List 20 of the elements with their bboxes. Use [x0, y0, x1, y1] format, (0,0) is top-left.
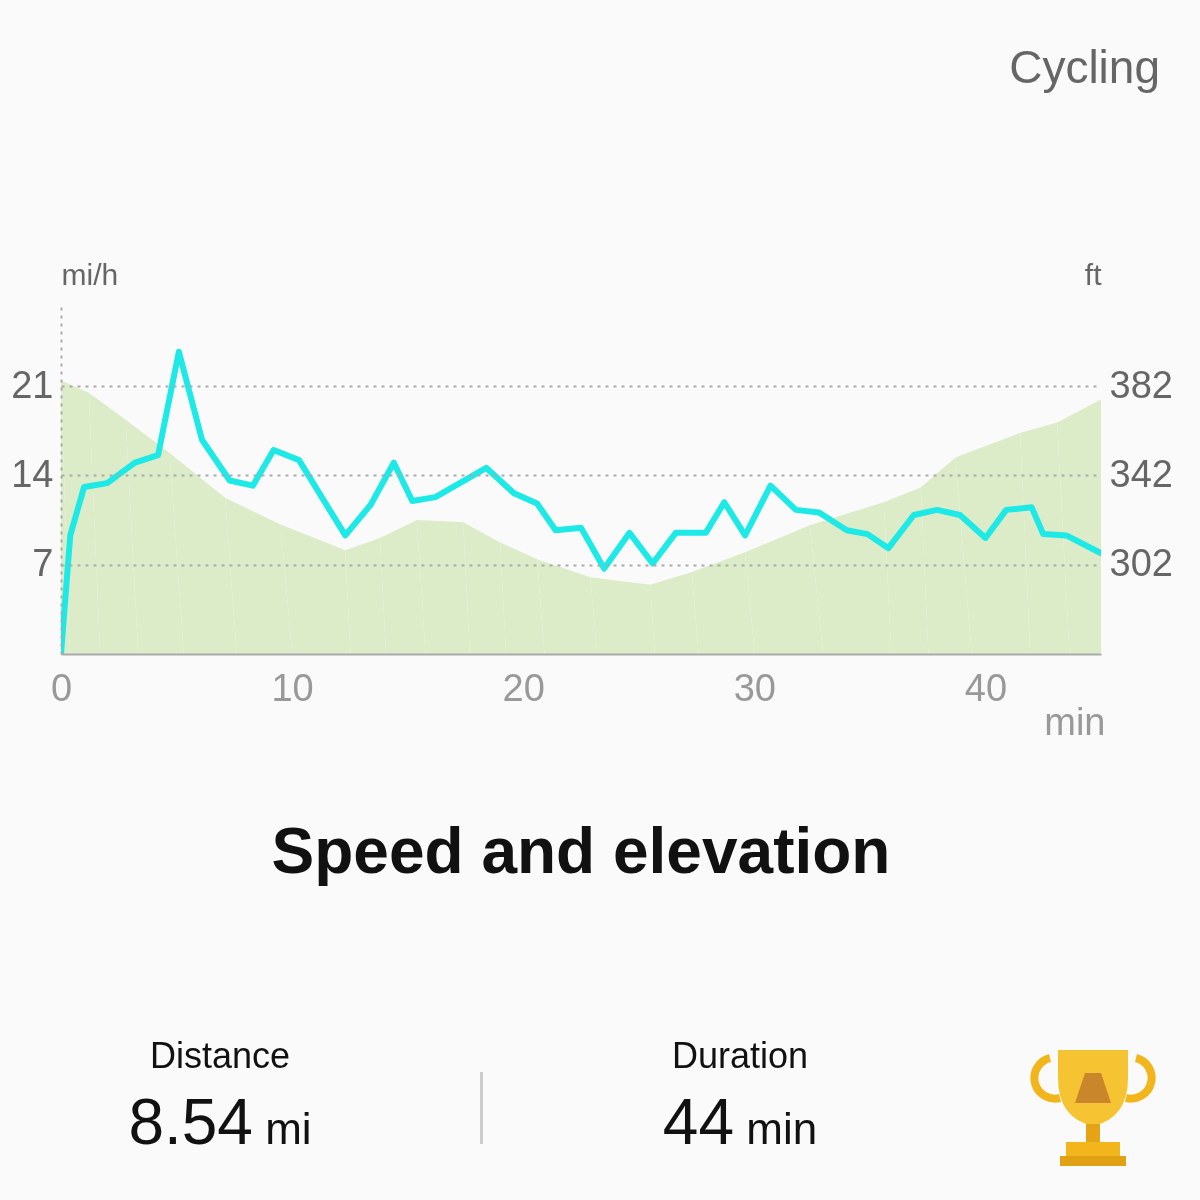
y2-tick-label: 342 [1109, 452, 1173, 495]
y2-axis-title: ft [1084, 257, 1103, 291]
text: Speed and elevation [271, 815, 891, 887]
y-tick-label: 21 [11, 363, 54, 406]
x-axis-title: min [1044, 700, 1106, 743]
y-tick-label: 14 [11, 452, 54, 495]
text: Duration [670, 1035, 810, 1077]
text: Distance [148, 1035, 292, 1077]
y2-tick-label: 382 [1109, 363, 1173, 406]
x-tick-label: 30 [733, 666, 776, 709]
x-tick-label: 10 [271, 666, 314, 709]
y-tick-label: 7 [32, 542, 54, 585]
y-axis-title: mi/h [61, 257, 119, 291]
y2-tick-label: 302 [1109, 542, 1173, 585]
text: Cycling [1009, 40, 1160, 94]
x-tick-label: 20 [502, 666, 545, 709]
text: 8.54 mi [127, 1085, 313, 1159]
text: 44 min [661, 1085, 819, 1159]
x-tick-label: 0 [50, 666, 73, 709]
x-tick-label: 40 [964, 666, 1008, 709]
